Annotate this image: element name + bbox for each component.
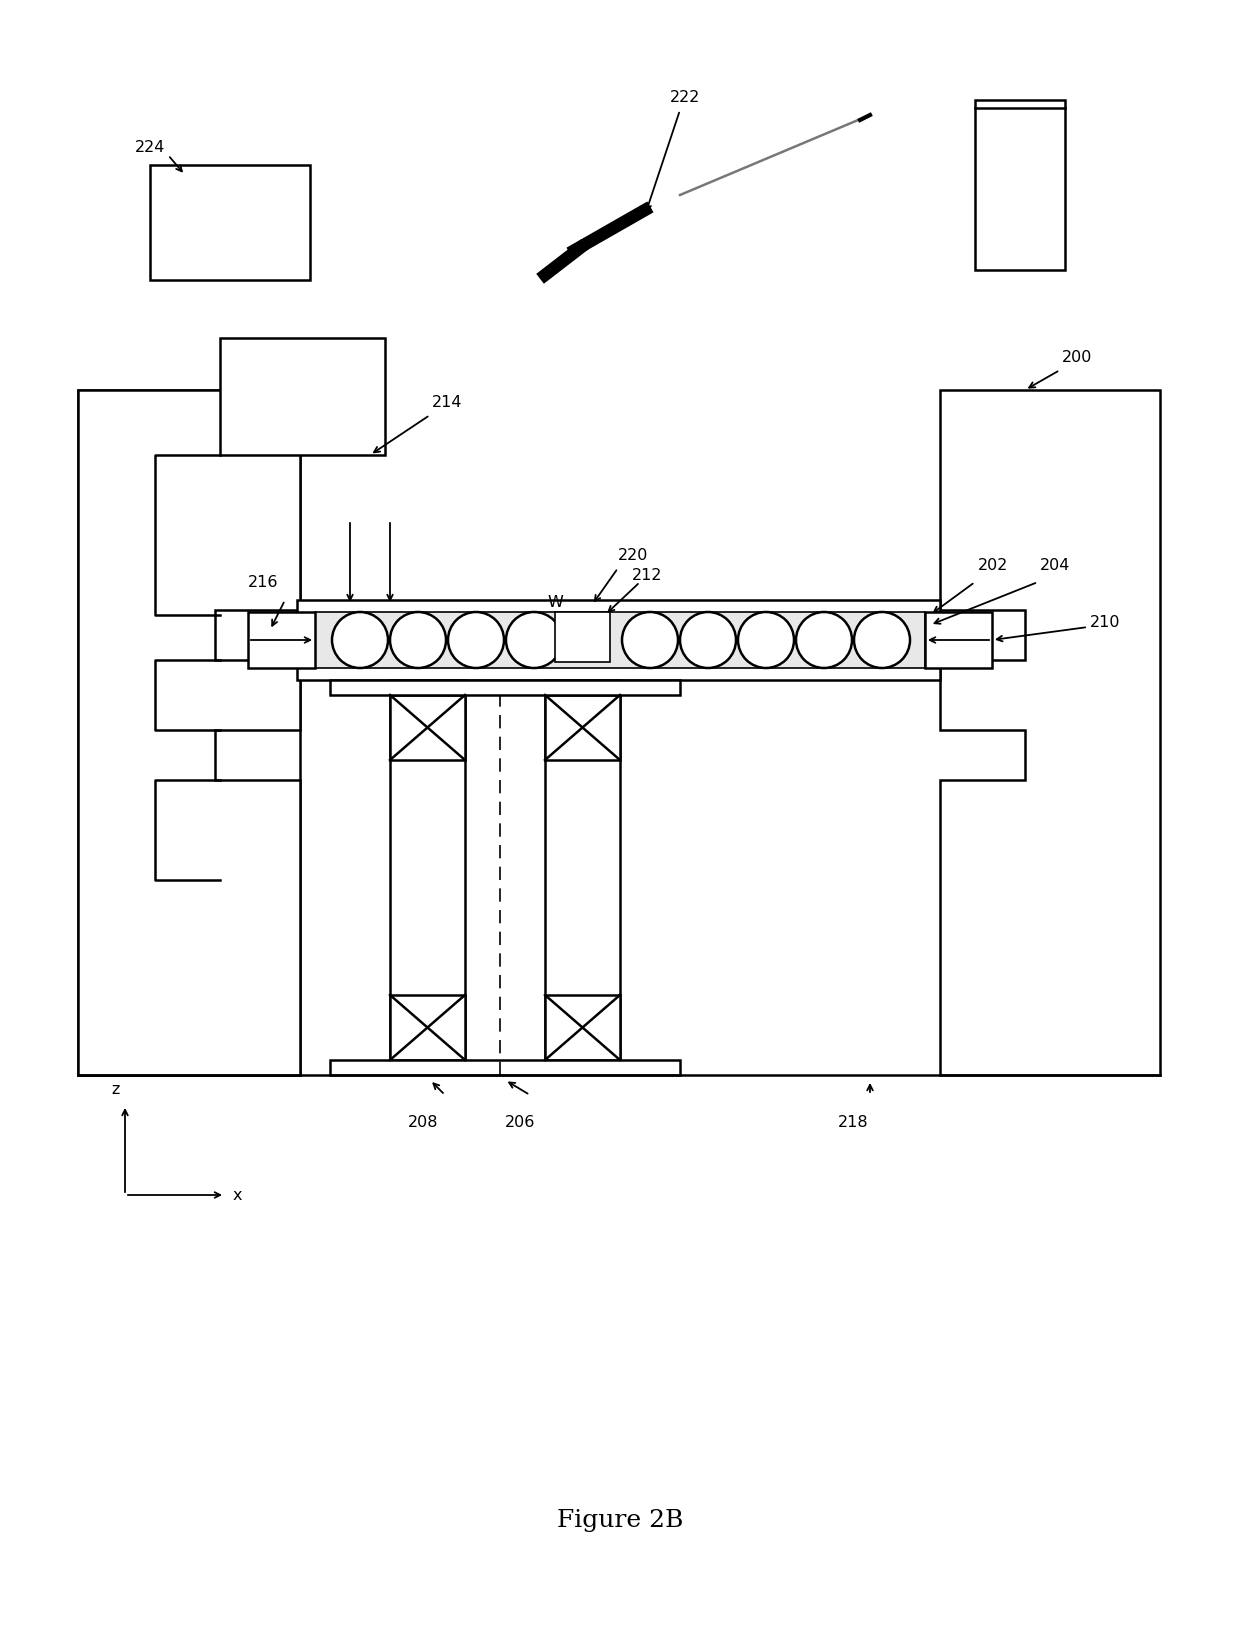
Text: x: x — [233, 1187, 243, 1203]
Circle shape — [332, 612, 388, 667]
Text: 214: 214 — [432, 396, 463, 410]
Circle shape — [738, 612, 794, 667]
Text: W: W — [547, 594, 563, 610]
Polygon shape — [940, 391, 1159, 1074]
Bar — [298, 601, 940, 681]
Bar — [248, 612, 315, 667]
Text: 202: 202 — [978, 558, 1008, 573]
Bar — [219, 339, 384, 454]
Text: z: z — [112, 1083, 120, 1097]
Text: 222: 222 — [670, 90, 701, 104]
Text: 224: 224 — [135, 140, 165, 155]
Bar — [391, 995, 465, 1060]
Text: 204: 204 — [1040, 558, 1070, 573]
Circle shape — [680, 612, 737, 667]
Text: Figure 2B: Figure 2B — [557, 1509, 683, 1532]
Bar — [391, 695, 465, 760]
Text: 220: 220 — [618, 549, 649, 563]
Circle shape — [391, 612, 446, 667]
Circle shape — [796, 612, 852, 667]
Text: 208: 208 — [408, 1115, 439, 1130]
Bar — [546, 695, 620, 760]
Bar — [330, 681, 680, 695]
Bar — [315, 612, 925, 667]
Bar — [546, 681, 620, 1060]
Bar — [975, 99, 1065, 270]
Bar — [391, 681, 465, 1060]
Text: 218: 218 — [838, 1115, 869, 1130]
Text: 206: 206 — [505, 1115, 536, 1130]
Text: 212: 212 — [632, 568, 662, 583]
Bar — [925, 612, 992, 667]
Polygon shape — [78, 391, 300, 1074]
Circle shape — [622, 612, 678, 667]
Bar — [78, 391, 300, 1074]
Circle shape — [506, 612, 562, 667]
Text: 200: 200 — [1061, 350, 1092, 365]
Bar — [330, 1060, 680, 1074]
Circle shape — [448, 612, 503, 667]
Bar — [546, 995, 620, 1060]
Circle shape — [854, 612, 910, 667]
Text: 210: 210 — [1090, 615, 1121, 630]
Bar — [556, 612, 610, 663]
Bar — [150, 164, 310, 280]
Text: 216: 216 — [248, 575, 279, 589]
